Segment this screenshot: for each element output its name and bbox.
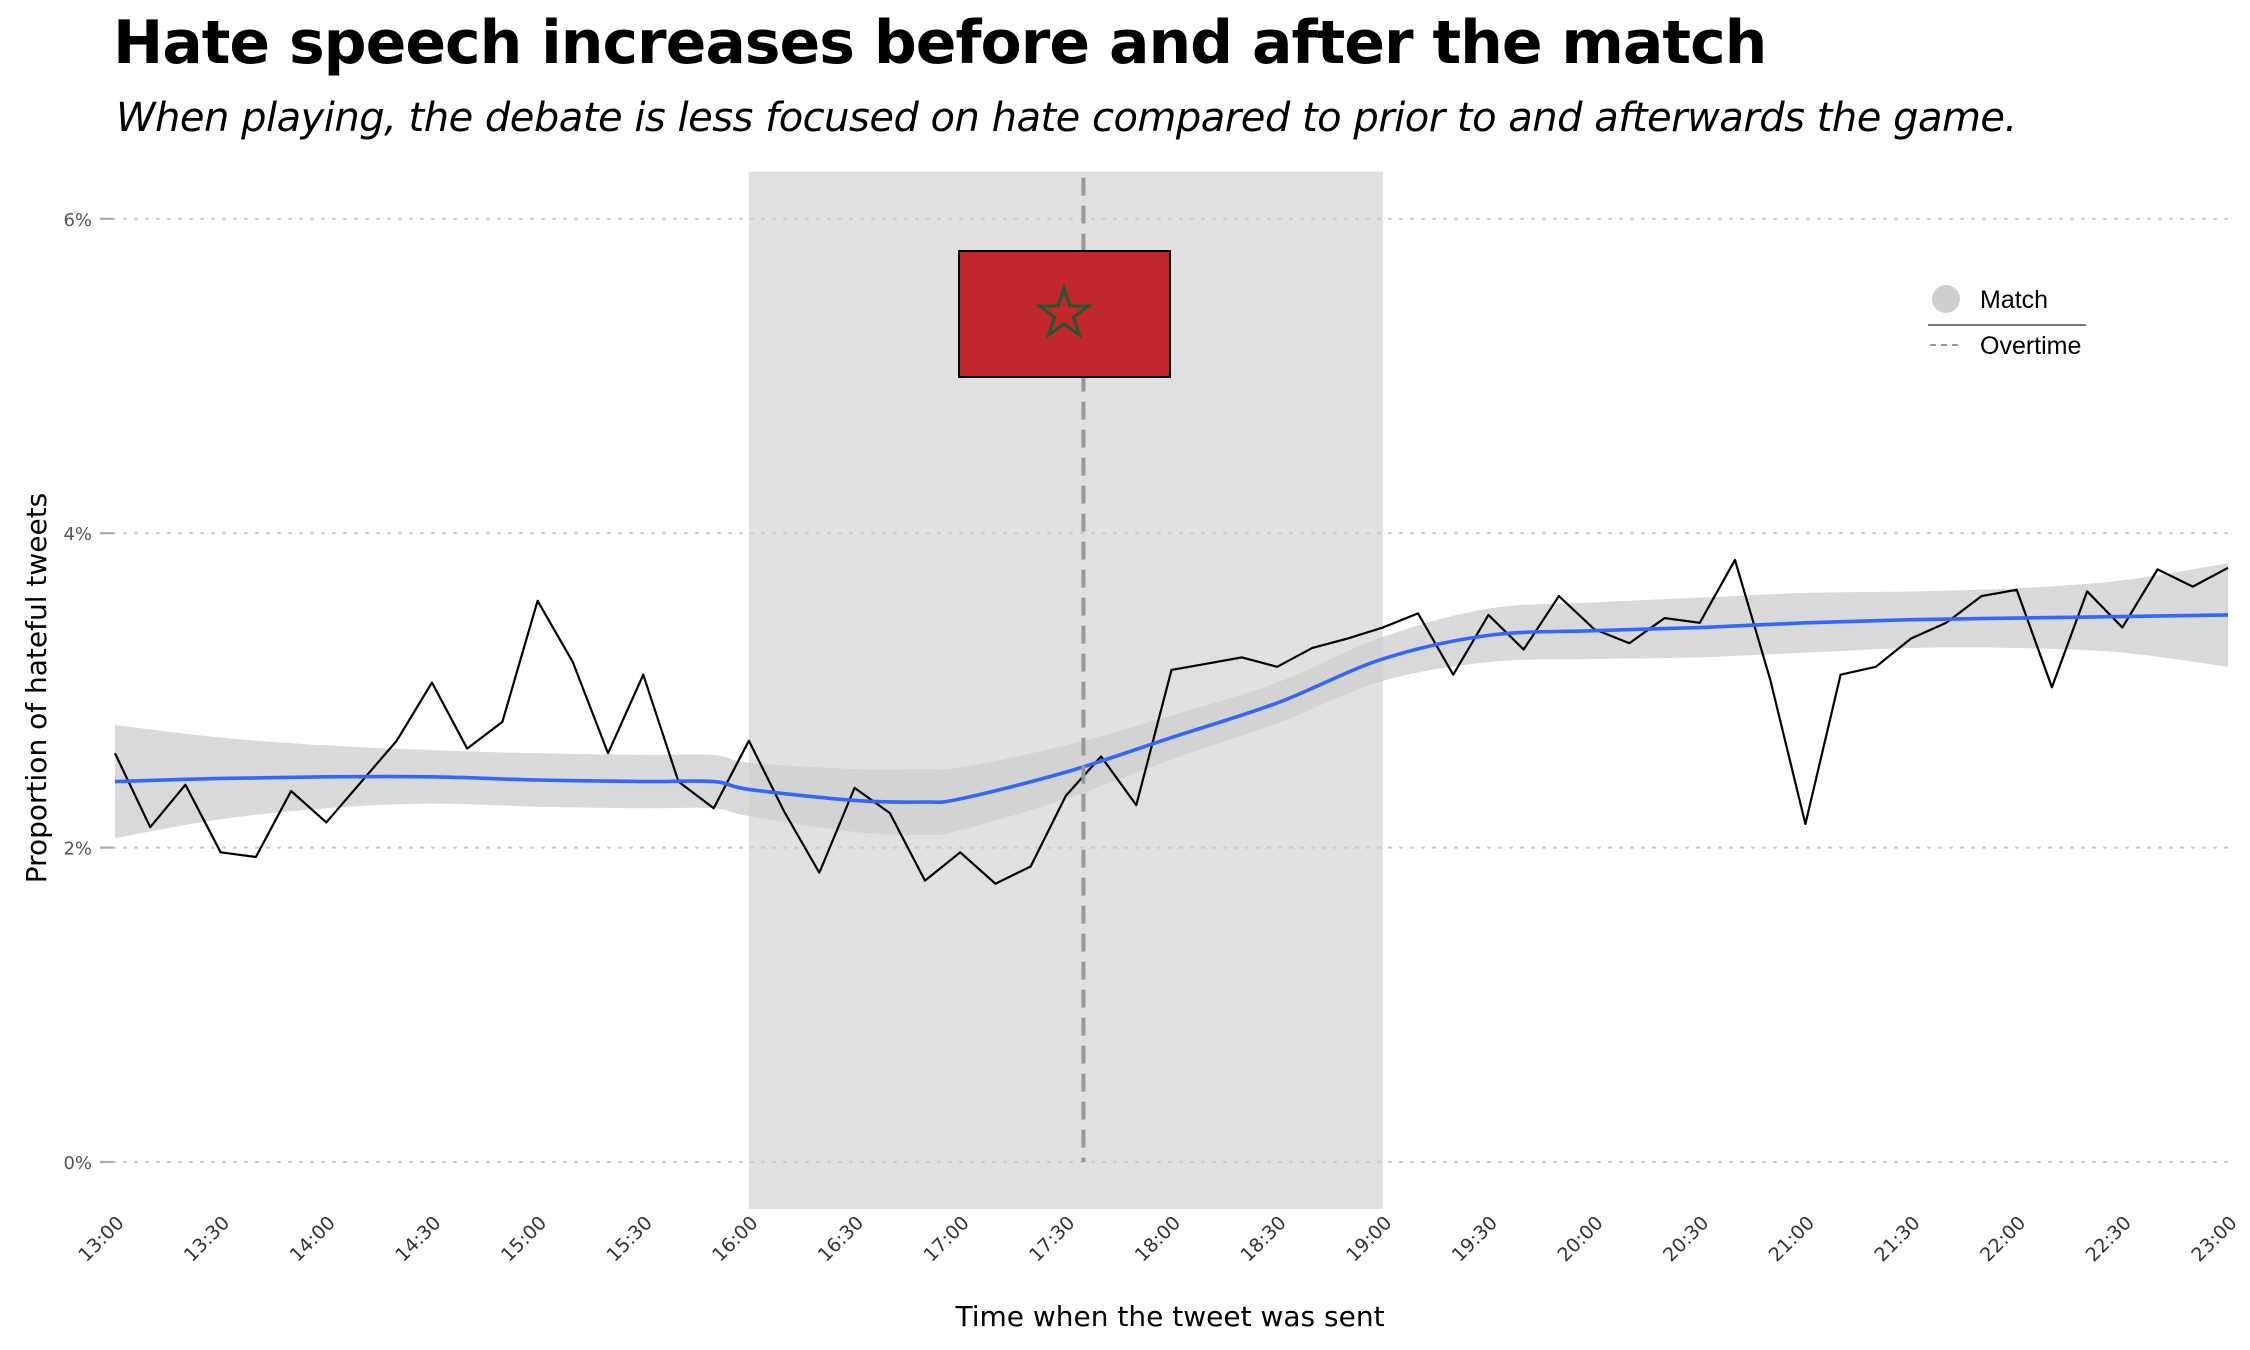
- x-tick-label: 23:00: [2187, 1212, 2241, 1266]
- grid-lines: [100, 217, 2230, 1164]
- x-tick-label: 18:00: [1131, 1212, 1185, 1266]
- flag-star-icon: [1034, 283, 1094, 339]
- x-tick-label: 22:00: [1976, 1212, 2030, 1266]
- x-tick-label: 15:00: [497, 1212, 551, 1266]
- x-tick-label: 13:00: [74, 1212, 128, 1266]
- x-tick-label: 18:30: [1236, 1212, 1290, 1266]
- x-tick-label: 15:30: [603, 1212, 657, 1266]
- x-tick-label: 21:00: [1765, 1212, 1819, 1266]
- x-tick-label: 19:30: [1448, 1212, 1502, 1266]
- x-tick-label: 20:30: [1659, 1212, 1713, 1266]
- y-axis-ticks: 0% 2% 4% 6%: [63, 210, 113, 1174]
- x-axis-ticks: 13:00 13:30 14:00 14:30 15:00 15:30 16:00 16:30…: [74, 1212, 2241, 1266]
- x-tick-label: 16:30: [814, 1212, 868, 1266]
- x-axis-title: Time when the tweet was sent: [954, 1300, 1384, 1333]
- x-tick-label: 22:30: [2082, 1212, 2136, 1266]
- legend-overtime-label: Overtime: [1980, 332, 2081, 360]
- y-tick-label: 4%: [63, 524, 92, 545]
- flag-field: [958, 250, 1171, 378]
- morocco-flag: [958, 250, 1171, 378]
- y-tick-label: 6%: [63, 210, 92, 231]
- x-tick-label: 14:30: [391, 1212, 445, 1266]
- legend-match-swatch: [1932, 285, 1960, 313]
- observed-series-line: [114, 558, 2229, 885]
- x-tick-label: 17:00: [919, 1212, 973, 1266]
- x-tick-label: 20:00: [1553, 1212, 1607, 1266]
- x-tick-label: 16:00: [708, 1212, 762, 1266]
- x-tick-label: 21:30: [1870, 1212, 1924, 1266]
- smoothed-series-line: [114, 613, 2229, 805]
- legend-match-label: Match: [1980, 286, 2048, 314]
- x-tick-label: 14:00: [286, 1212, 340, 1266]
- y-tick-label: 0%: [63, 1153, 92, 1174]
- y-tick-label: 2%: [63, 839, 92, 860]
- chart-title: Hate speech increases before and after t…: [113, 8, 1767, 78]
- x-tick-label: 19:00: [1342, 1212, 1396, 1266]
- y-axis-title: Proportion of hateful tweets: [20, 493, 53, 884]
- x-tick-label: 13:30: [180, 1212, 234, 1266]
- x-tick-label: 17:30: [1025, 1212, 1079, 1266]
- confidence-band: [115, 563, 2228, 839]
- legend: Match Overtime: [1928, 285, 2086, 360]
- chart-subtitle: When playing, the debate is less focused…: [116, 95, 2017, 141]
